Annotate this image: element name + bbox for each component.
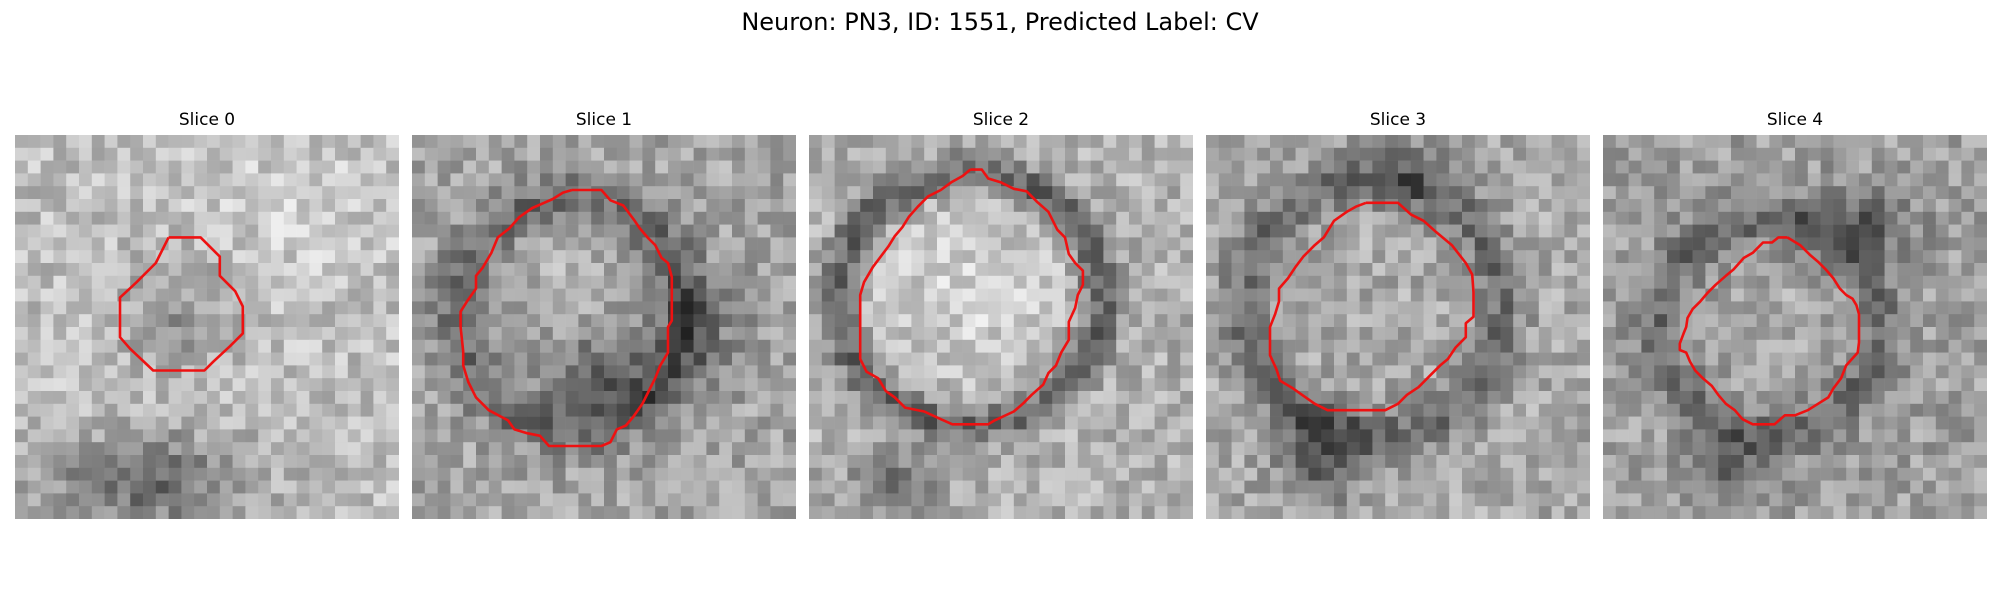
slice-panel-1: Slice 1: [412, 108, 796, 519]
slice-title: Slice 2: [972, 110, 1030, 130]
slice-image: [1206, 135, 1590, 519]
figure-title: Neuron: PN3, ID: 1551, Predicted Label: …: [741, 8, 1259, 36]
grayscale-texture: [809, 135, 1193, 519]
slice-title: Slice 3: [1369, 110, 1427, 130]
slice-panel-4: Slice 4: [1603, 108, 1987, 519]
slice-title: Slice 0: [178, 110, 236, 130]
slice-image: [809, 135, 1193, 519]
segmentation-contour: [1268, 201, 1475, 412]
grayscale-texture: [1206, 135, 1590, 519]
grayscale-texture: [15, 135, 399, 519]
slice-title: Slice 1: [575, 110, 633, 130]
segmentation-contour: [459, 188, 674, 448]
slice-title: Slice 4: [1766, 110, 1824, 130]
slice-panel-0: Slice 0: [15, 108, 399, 519]
segmentation-contour: [118, 236, 245, 372]
segmentation-contour: [858, 168, 1085, 426]
slice-image: [1603, 135, 1987, 519]
segmentation-contour: [1678, 236, 1861, 426]
slice-panel-3: Slice 3: [1206, 108, 1590, 519]
slice-image: [15, 135, 399, 519]
grayscale-texture: [1603, 135, 1987, 519]
slice-panel-2: Slice 2: [809, 108, 1193, 519]
slice-image: [412, 135, 796, 519]
